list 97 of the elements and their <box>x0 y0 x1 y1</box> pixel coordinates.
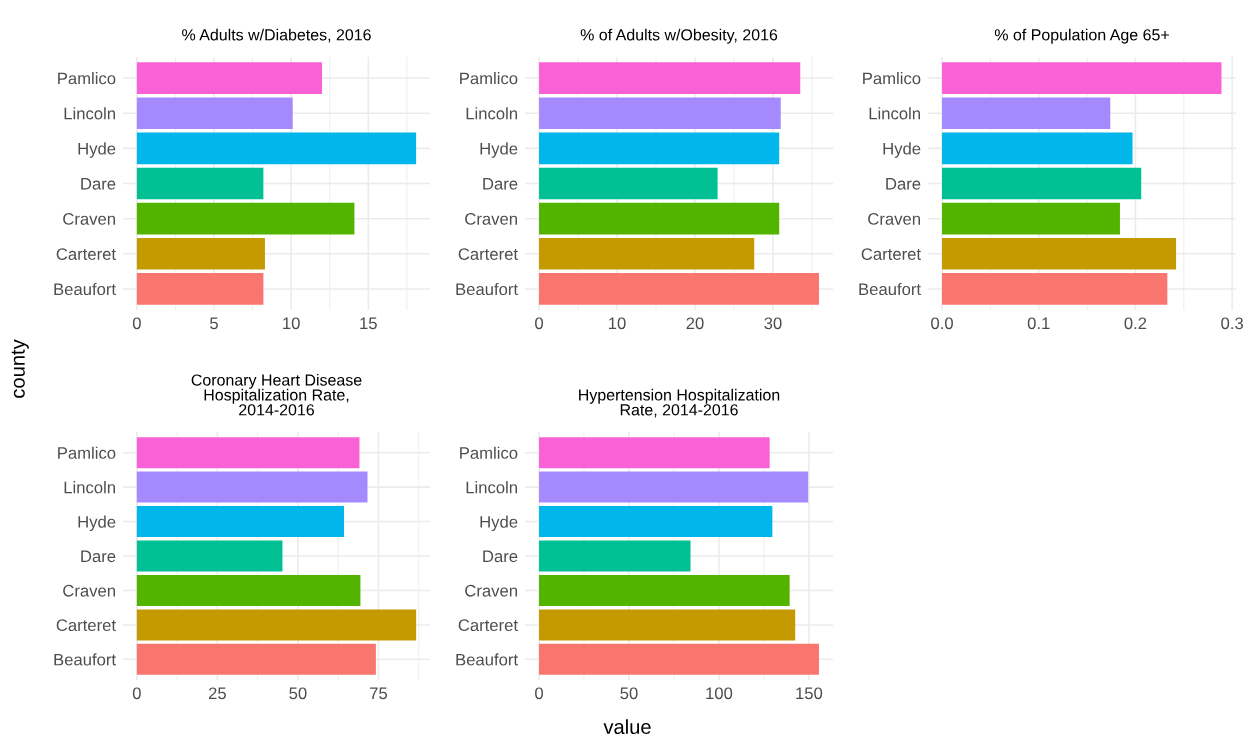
bar <box>539 273 819 305</box>
x-tick-label: 0 <box>132 317 141 330</box>
bar <box>136 132 417 165</box>
y-tick-label: Dare <box>886 178 921 190</box>
y-tick-label: Craven <box>465 213 517 225</box>
bar <box>539 202 780 235</box>
chart-title: % of Population Age 65+ <box>994 28 1169 44</box>
y-tick-label: Beaufort <box>456 282 518 296</box>
x-tick-label: 100 <box>706 687 733 700</box>
x-tick-label: 75 <box>370 687 388 700</box>
bar <box>539 506 773 538</box>
x-tick-label: 0.2 <box>1124 317 1147 330</box>
bar <box>539 62 801 94</box>
chart-title: Hypertension Hospitalization Rate, 2014-2016 <box>579 388 780 418</box>
x-tick-label: 0.3 <box>1221 317 1243 330</box>
y-tick-label: Beaufort <box>54 653 116 666</box>
bar <box>136 437 360 469</box>
y-tick-label: Dare <box>81 178 116 190</box>
y-tick-label: Dare <box>81 550 116 563</box>
y-tick-label: Carteret <box>458 619 518 632</box>
y-tick-label: Lincoln <box>64 481 115 494</box>
bar <box>539 237 755 270</box>
y-tick-label: Lincoln <box>466 107 517 120</box>
y-tick-label: Hyde <box>883 142 921 158</box>
y-axis-title: county <box>11 339 29 398</box>
bar <box>539 437 770 469</box>
bar <box>539 471 809 503</box>
y-tick-label: Pamlico <box>460 72 518 85</box>
bar <box>942 167 1142 200</box>
bar <box>942 237 1177 270</box>
bar <box>136 540 283 572</box>
bar <box>942 273 1168 305</box>
y-tick-label: Hyde <box>480 142 518 158</box>
x-tick-label: 50 <box>620 687 638 700</box>
y-tick-label: Beaufort <box>54 282 116 296</box>
x-axis-title: value <box>603 719 651 735</box>
y-tick-label: Hyde <box>480 515 518 532</box>
bar <box>942 97 1111 130</box>
y-tick-label: Lincoln <box>869 107 920 120</box>
bar <box>942 62 1222 94</box>
x-tick-label: 0 <box>132 687 141 700</box>
y-tick-label: Carteret <box>458 248 518 260</box>
y-tick-label: Dare <box>483 178 518 190</box>
bar <box>942 202 1120 235</box>
y-tick-label: Lincoln <box>64 107 115 120</box>
x-tick-label: 0 <box>535 317 544 330</box>
bar <box>539 97 781 130</box>
bar <box>136 62 323 94</box>
bar <box>136 643 376 675</box>
bar <box>539 540 691 572</box>
x-tick-label: 10 <box>283 317 300 330</box>
x-tick-label: 0.0 <box>931 317 953 330</box>
x-tick-label: 150 <box>796 687 823 700</box>
x-tick-label: 20 <box>686 317 704 330</box>
y-tick-label: Beaufort <box>456 653 518 666</box>
bar <box>136 574 361 606</box>
y-tick-label: Craven <box>465 584 517 597</box>
bar <box>136 506 344 538</box>
bar <box>539 609 796 641</box>
chart-title: % Adults w/Diabetes, 2016 <box>182 28 371 43</box>
x-tick-label: 50 <box>289 687 307 700</box>
y-tick-label: Hyde <box>78 142 116 158</box>
x-tick-label: 0 <box>535 687 544 700</box>
y-tick-label: Craven <box>63 213 115 225</box>
y-tick-label: Pamlico <box>58 446 116 459</box>
y-tick-label: Carteret <box>56 619 116 632</box>
y-tick-label: Dare <box>483 550 518 563</box>
x-tick-label: 15 <box>360 317 377 330</box>
bar <box>136 471 368 503</box>
y-tick-label: Hyde <box>78 515 116 532</box>
chart-title: % of Adults w/Obesity, 2016 <box>580 28 778 44</box>
bar <box>942 132 1133 165</box>
y-tick-label: Carteret <box>861 248 921 260</box>
y-tick-label: Carteret <box>56 248 116 260</box>
bar <box>539 643 819 675</box>
bar <box>136 609 417 641</box>
y-tick-label: Pamlico <box>460 446 518 459</box>
bar <box>136 202 355 235</box>
y-tick-label: Beaufort <box>859 282 921 296</box>
chart-title: Coronary Heart Disease Hospitalization Rate, 2014-2016 <box>191 373 362 416</box>
bar <box>136 167 264 200</box>
y-tick-label: Lincoln <box>466 481 517 494</box>
x-tick-label: 30 <box>764 317 782 330</box>
x-tick-label: 0.1 <box>1027 317 1050 330</box>
bar <box>136 237 265 270</box>
x-tick-label: 5 <box>210 317 218 330</box>
x-tick-label: 10 <box>609 317 626 330</box>
bar <box>136 273 264 305</box>
bar <box>539 574 790 606</box>
y-tick-label: Pamlico <box>58 72 116 85</box>
y-tick-label: Pamlico <box>863 72 921 85</box>
bar <box>539 167 718 200</box>
y-tick-label: Craven <box>868 213 920 225</box>
bar <box>136 97 293 130</box>
x-tick-label: 25 <box>208 687 226 700</box>
bar <box>539 132 780 165</box>
y-tick-label: Craven <box>63 584 115 597</box>
